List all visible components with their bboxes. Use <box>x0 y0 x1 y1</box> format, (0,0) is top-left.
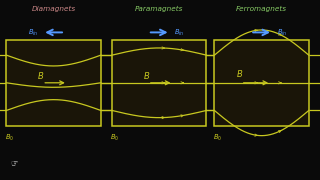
Bar <box>6 40 101 126</box>
Text: $\mathit{B}_0$: $\mathit{B}_0$ <box>110 133 119 143</box>
Text: $\mathit{B}_{in}$: $\mathit{B}_{in}$ <box>28 27 38 37</box>
Text: Paramagnets: Paramagnets <box>135 5 183 12</box>
Text: $\mathit{B}_{in}$: $\mathit{B}_{in}$ <box>277 27 287 37</box>
Text: Diamagnets: Diamagnets <box>32 5 76 12</box>
Text: $\mathit{B}$: $\mathit{B}$ <box>143 70 150 81</box>
Text: ☞: ☞ <box>11 159 18 168</box>
Bar <box>112 40 206 126</box>
Text: $\mathit{B}_0$: $\mathit{B}_0$ <box>213 133 222 143</box>
Text: $\mathit{B}$: $\mathit{B}$ <box>236 68 243 79</box>
Bar <box>214 40 309 126</box>
Text: $\mathit{B}_0$: $\mathit{B}_0$ <box>5 133 14 143</box>
Text: Ferromagnets: Ferromagnets <box>236 5 287 12</box>
Text: $\mathit{B}$: $\mathit{B}$ <box>37 70 44 81</box>
Text: $\mathit{B}_{in}$: $\mathit{B}_{in}$ <box>174 27 185 37</box>
